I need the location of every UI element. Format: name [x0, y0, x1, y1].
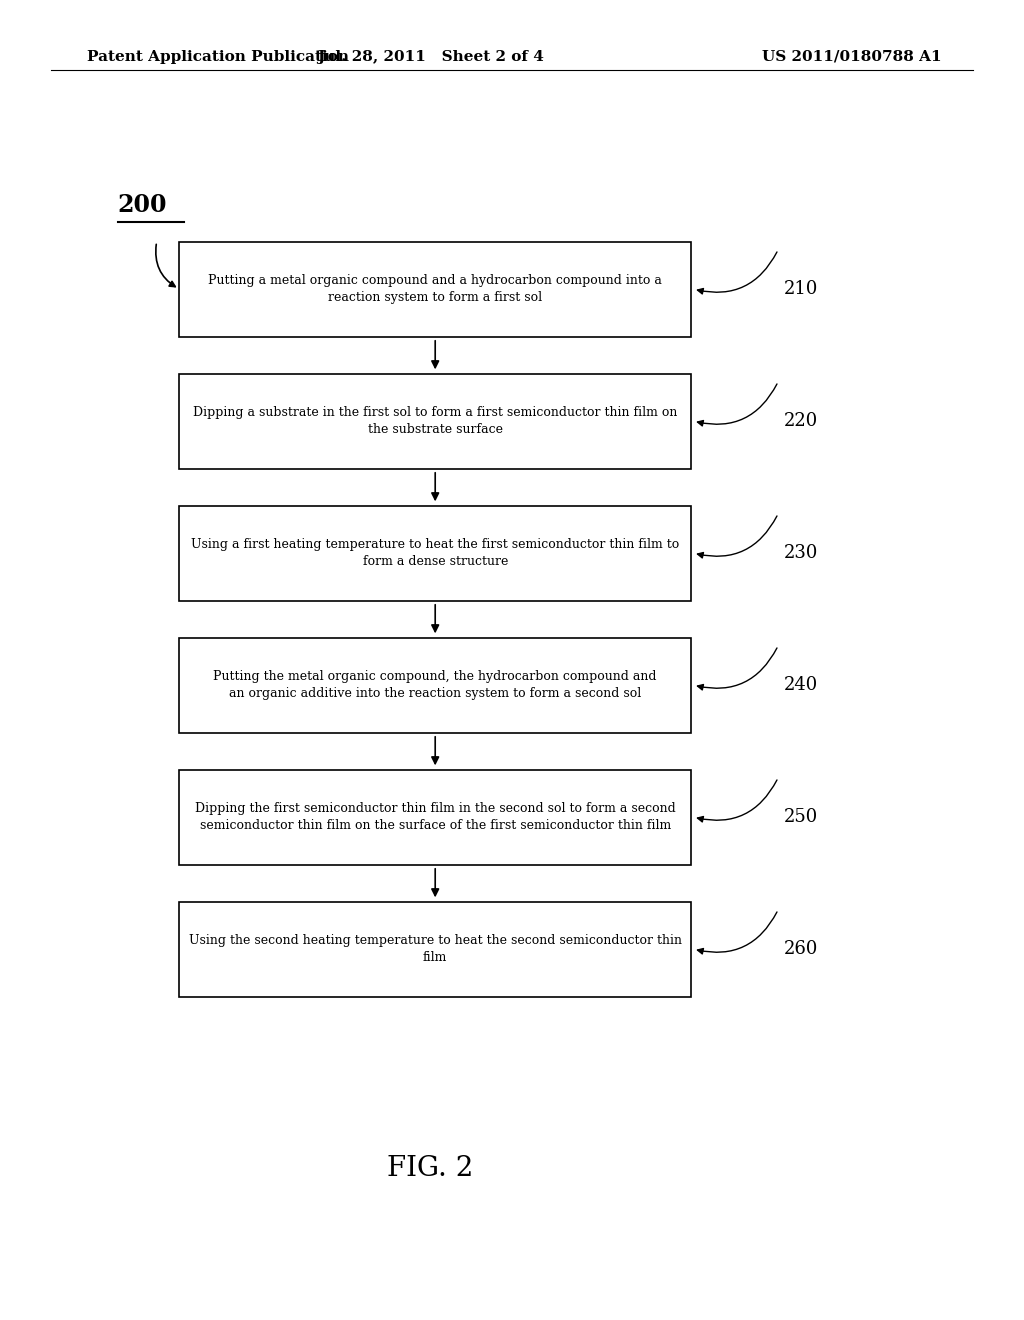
- Text: Dipping the first semiconductor thin film in the second sol to form a second
sem: Dipping the first semiconductor thin fil…: [195, 803, 676, 832]
- Text: 250: 250: [783, 808, 817, 826]
- Text: Putting the metal organic compound, the hydrocarbon compound and
an organic addi: Putting the metal organic compound, the …: [213, 671, 657, 700]
- Text: 240: 240: [783, 676, 817, 694]
- Text: Using a first heating temperature to heat the first semiconductor thin film to
f: Using a first heating temperature to hea…: [191, 539, 679, 568]
- FancyBboxPatch shape: [179, 638, 691, 733]
- Text: Dipping a substrate in the first sol to form a first semiconductor thin film on
: Dipping a substrate in the first sol to …: [193, 407, 678, 436]
- Text: 200: 200: [118, 193, 167, 216]
- FancyBboxPatch shape: [179, 770, 691, 865]
- Text: 230: 230: [783, 544, 818, 562]
- Text: Jul. 28, 2011   Sheet 2 of 4: Jul. 28, 2011 Sheet 2 of 4: [316, 50, 544, 63]
- Text: Using the second heating temperature to heat the second semiconductor thin
film: Using the second heating temperature to …: [188, 935, 682, 964]
- FancyBboxPatch shape: [179, 242, 691, 337]
- FancyBboxPatch shape: [179, 374, 691, 469]
- Text: 220: 220: [783, 412, 817, 430]
- FancyBboxPatch shape: [179, 506, 691, 601]
- Text: Putting a metal organic compound and a hydrocarbon compound into a
reaction syst: Putting a metal organic compound and a h…: [208, 275, 663, 304]
- FancyBboxPatch shape: [179, 902, 691, 997]
- Text: 260: 260: [783, 940, 818, 958]
- Text: US 2011/0180788 A1: US 2011/0180788 A1: [763, 50, 942, 63]
- Text: Patent Application Publication: Patent Application Publication: [87, 50, 349, 63]
- Text: FIG. 2: FIG. 2: [387, 1155, 473, 1181]
- Text: 210: 210: [783, 280, 818, 298]
